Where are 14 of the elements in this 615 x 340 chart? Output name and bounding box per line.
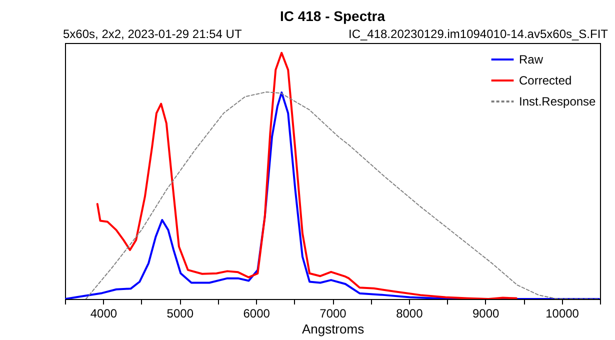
x-tick-label: 5000 (166, 306, 194, 320)
x-tick-label: 10000 (546, 306, 580, 320)
x-tick-label: 7000 (320, 306, 347, 320)
legend-label: Corrected (519, 74, 572, 88)
x-tick-label: 9000 (472, 306, 500, 320)
text: IC_418.20230129.im1094010-14.av5x60s_S.FIT (348, 27, 609, 41)
legend-label: Inst.Response (519, 94, 596, 108)
x-tick-label: 6000 (243, 306, 270, 320)
chart-title: IC 418 - Spectra (280, 8, 386, 24)
x-axis-title: Angstroms (302, 322, 365, 336)
legend-label: Raw (519, 52, 544, 66)
x-tick-label: 4000 (90, 306, 118, 320)
x-tick-label: 8000 (396, 306, 424, 320)
chart-subtitle: 5x60s, 2x2, 2023-01-29 21:54 UT (63, 27, 242, 41)
